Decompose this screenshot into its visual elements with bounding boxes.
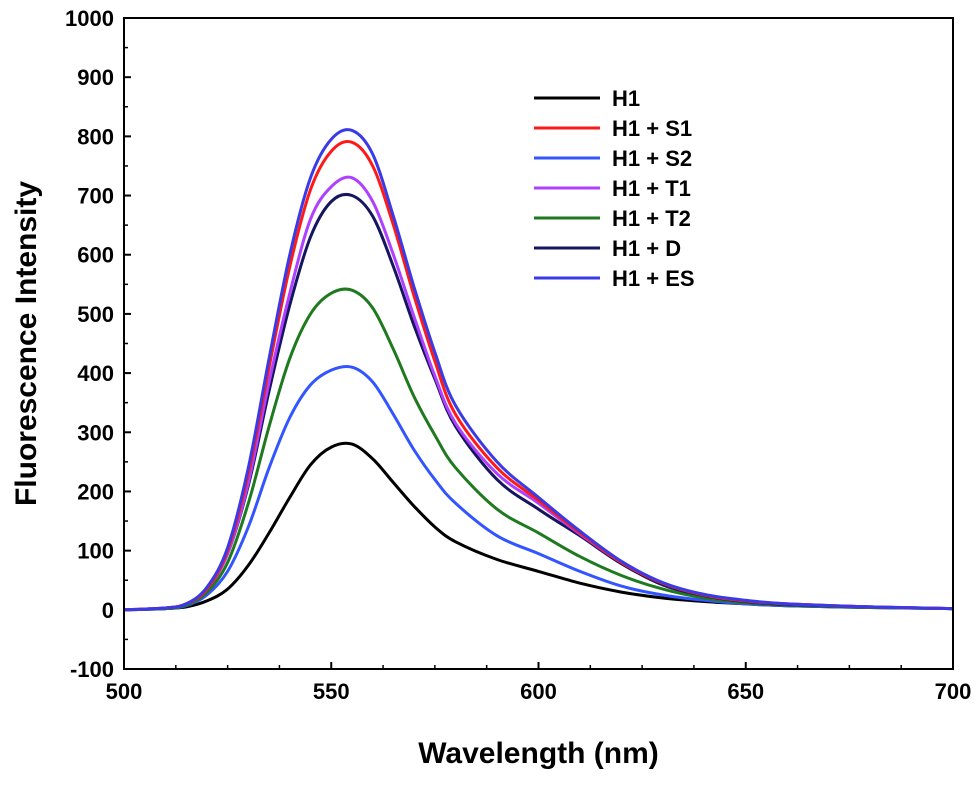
- series-line: [123, 192, 954, 612]
- series-lines: [123, 128, 954, 612]
- y-tick-label: 100: [77, 539, 114, 564]
- y-tick-label: 200: [77, 479, 114, 504]
- y-axis-title: Fluorescence Intensity: [10, 181, 43, 506]
- series-line: [123, 128, 954, 612]
- legend-label: H1 + S2: [612, 146, 692, 171]
- x-tick-label: 700: [935, 679, 972, 704]
- legend-label: H1 + T1: [612, 176, 691, 201]
- x-axis-ticks: 500 550 600 650 700: [106, 662, 972, 704]
- y-tick-label: 700: [77, 184, 114, 209]
- y-tick-label: 1000: [65, 6, 114, 31]
- x-axis-title: Wavelength (nm): [418, 737, 659, 770]
- legend-label: H1 + D: [612, 236, 681, 261]
- x-tick-label: 600: [520, 679, 557, 704]
- y-axis-ticks: -100 0 100 200 300 400 500 600 700 800 900 1000: [65, 6, 131, 682]
- legend-label: H1 + T2: [612, 206, 691, 231]
- legend-label: H1 + S1: [612, 116, 692, 141]
- series-line: [123, 140, 954, 612]
- legend-label: H1 + ES: [612, 266, 695, 291]
- y-tick-label: 800: [77, 124, 114, 149]
- y-tick-label: -100: [70, 657, 114, 682]
- legend: H1 H1 + S1 H1 + S2 H1 + T1 H1 + T2 H1 + D H1 +…: [534, 86, 695, 291]
- series-line: [123, 287, 954, 612]
- y-tick-label: 900: [77, 65, 114, 90]
- legend-label: H1: [612, 86, 640, 111]
- y-tick-label: 300: [77, 420, 114, 445]
- series-line: [123, 364, 954, 612]
- y-tick-label: 0: [102, 598, 114, 623]
- y-tick-label: 600: [77, 243, 114, 268]
- x-tick-label: 650: [727, 679, 764, 704]
- series-line: [123, 175, 954, 612]
- x-tick-label: 500: [106, 679, 143, 704]
- y-tick-label: 500: [77, 302, 114, 327]
- plot-frame: [123, 17, 954, 670]
- x-tick-label: 550: [313, 679, 350, 704]
- y-tick-label: 400: [77, 361, 114, 386]
